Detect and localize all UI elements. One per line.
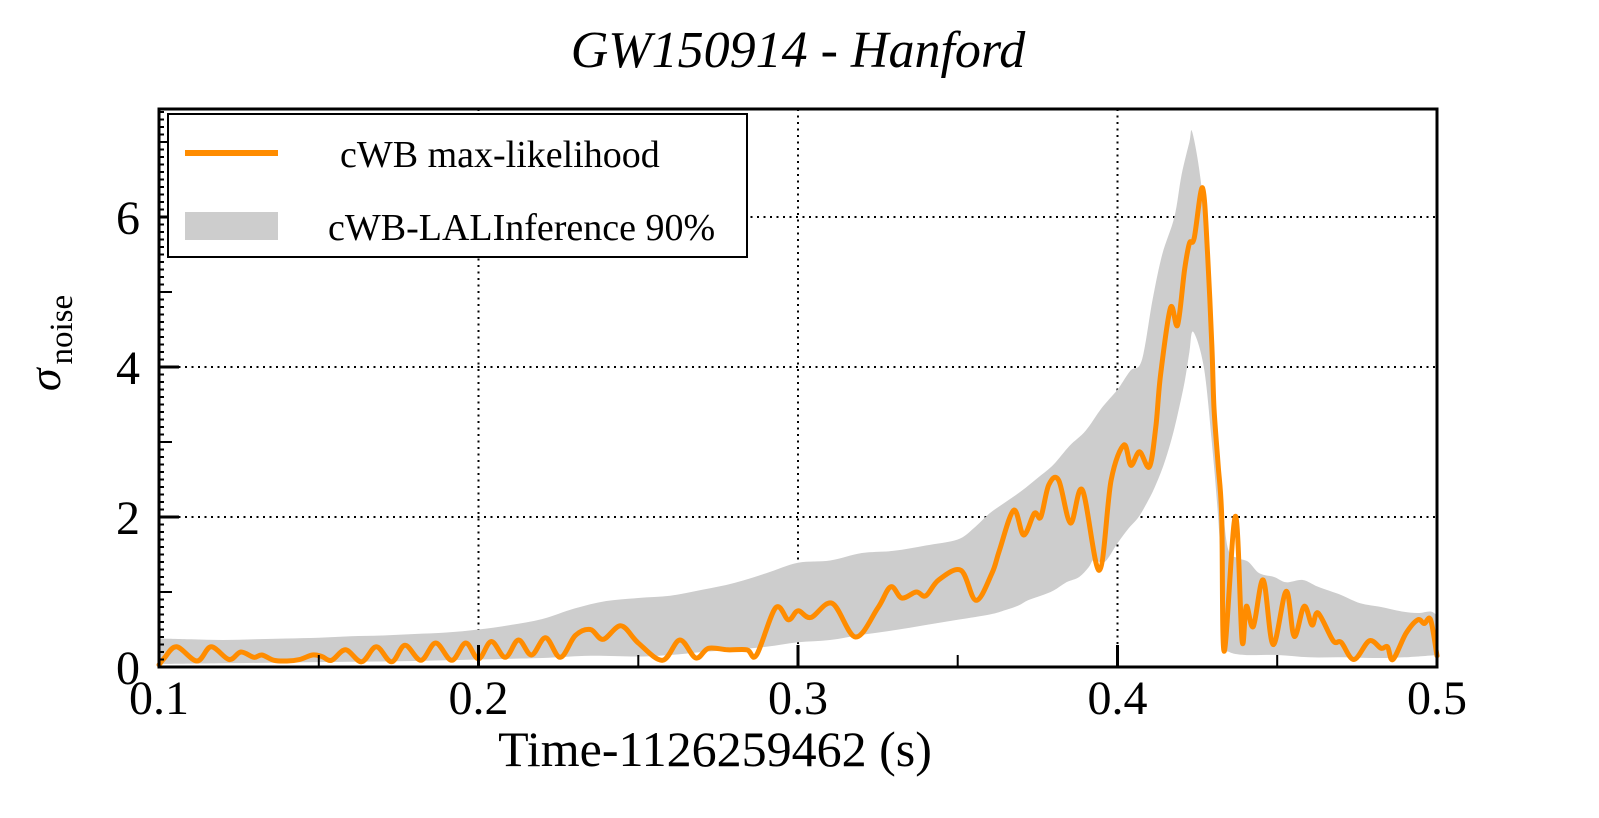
page-title: GW150914 - Hanford [571,22,1026,79]
confidence-band [159,130,1437,664]
y-axis-subscript: noise [44,295,80,365]
x-axis-title: Time-1126259462 (s) [498,721,932,777]
y-tick-label: 6 [116,192,140,245]
y-tick-label: 2 [116,492,140,545]
legend-label-max-likelihood: cWB max-likelihood [340,134,660,176]
x-tick-label: 0.2 [449,672,509,725]
legend-label-confidence-band: cWB-LALInference 90% [328,207,715,249]
x-tick-label: 0.5 [1407,672,1467,725]
frame-layer [157,107,1439,669]
legend: cWB max-likelihood cWB-LALInference 90% [167,113,748,258]
y-tick-label: 4 [116,342,140,395]
y-axis-title: σ noise [19,295,80,391]
x-tick-label: 0.4 [1088,672,1148,725]
x-tick-label: 0.3 [768,672,828,725]
data-layer [156,130,1440,668]
y-tick-label: 0 [116,642,140,695]
series-line [156,185,1440,668]
x-tick-label: 0.1 [129,672,189,725]
ticklabel-layer: 0 2 4 6 0.1 0.2 0.3 0.4 0.5 [116,192,1467,725]
y-axis-sigma: σ [19,366,70,391]
legend-band-swatch [185,212,278,240]
